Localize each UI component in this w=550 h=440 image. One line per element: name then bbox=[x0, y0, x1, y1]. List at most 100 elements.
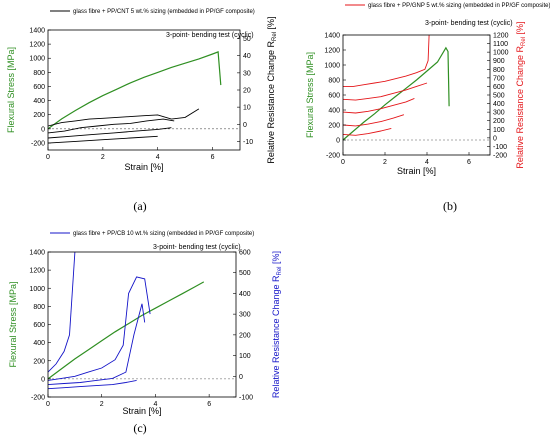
y-tick-label: 400 bbox=[33, 340, 45, 347]
y2-tick-label: 800 bbox=[493, 67, 505, 74]
series-line-3 bbox=[342, 82, 428, 101]
x-axis-label: Strain [%] bbox=[397, 166, 436, 176]
y2-tick-label: -100 bbox=[239, 395, 253, 402]
annotation: 3-point- bending test (cyclic) bbox=[166, 32, 254, 39]
x-axis-label: Strain [%] bbox=[122, 406, 161, 416]
y-tick-label: 1400 bbox=[29, 28, 45, 35]
y-axis-label: Flexural Stress [MPa] bbox=[8, 281, 18, 367]
series-line-1 bbox=[47, 281, 205, 380]
x-tick-label: 6 bbox=[207, 401, 211, 408]
series-line-6 bbox=[342, 127, 392, 136]
plot-frame bbox=[47, 251, 237, 398]
y-tick-label: 0 bbox=[336, 138, 340, 145]
x-tick-label: 0 bbox=[46, 154, 50, 161]
y2-tick-label: 700 bbox=[493, 75, 505, 82]
y-tick-label: 400 bbox=[328, 108, 340, 115]
series-line-4 bbox=[342, 97, 415, 114]
series-line-1 bbox=[342, 46, 450, 141]
y2-tick-label: -100 bbox=[493, 144, 507, 151]
y2-tick-label: 200 bbox=[493, 118, 505, 125]
y2-tick-label: 0 bbox=[239, 374, 243, 381]
annotation: 3-point- bending test (cyclic) bbox=[425, 20, 513, 27]
x-tick-label: 4 bbox=[425, 159, 429, 166]
y-tick-label: 0 bbox=[41, 376, 45, 383]
series-line-5 bbox=[47, 379, 137, 390]
y-tick-label: -200 bbox=[31, 140, 45, 147]
y-tick-label: 1200 bbox=[29, 42, 45, 49]
x-tick-label: 0 bbox=[341, 159, 345, 166]
y-tick-label: 1200 bbox=[29, 268, 45, 275]
y2-tick-label: 30 bbox=[243, 70, 251, 77]
y-tick-label: 1000 bbox=[29, 56, 45, 63]
y2-label-main: Relative Resistance Change R bbox=[271, 275, 281, 398]
y2-axis-label: Relative Resistance Change RRel [%] bbox=[271, 251, 283, 398]
y2-tick-label: 0 bbox=[493, 135, 497, 142]
x-tick-label: 2 bbox=[383, 159, 387, 166]
y-tick-label: 200 bbox=[33, 358, 45, 365]
y2-tick-label: 100 bbox=[493, 127, 505, 134]
x-tick-label: 4 bbox=[156, 154, 160, 161]
series-line-5 bbox=[342, 114, 405, 127]
y2-label-unit: [%] bbox=[515, 21, 525, 37]
y-tick-label: 800 bbox=[33, 304, 45, 311]
chart-panel-3: glass fibre + PP/CB 10 wt.% sizing (embe… bbox=[8, 231, 283, 435]
y2-label-main: Relative Resistance Change R bbox=[515, 45, 525, 168]
legend-label: glass fibre + PP/GNP 5 wt.% sizing (embe… bbox=[368, 3, 550, 9]
y2-tick-label: 500 bbox=[239, 270, 251, 277]
y-tick-label: 1000 bbox=[324, 63, 340, 70]
plot-frame bbox=[47, 29, 241, 151]
y-tick-label: 600 bbox=[33, 322, 45, 329]
x-tick-label: 6 bbox=[211, 154, 215, 161]
y-tick-label: 1400 bbox=[29, 250, 45, 257]
y-tick-label: 400 bbox=[33, 98, 45, 105]
y2-tick-label: 600 bbox=[239, 250, 251, 257]
y-tick-label: 600 bbox=[33, 84, 45, 91]
y-tick-label: 0 bbox=[41, 126, 45, 133]
y2-tick-label: -200 bbox=[493, 153, 507, 160]
y2-tick-label: 50 bbox=[243, 36, 251, 43]
y-tick-label: 1000 bbox=[29, 286, 45, 293]
series-line-2 bbox=[47, 108, 200, 127]
y2-label-sub: Rel bbox=[272, 32, 278, 41]
y-tick-label: 1400 bbox=[324, 33, 340, 40]
y-tick-label: 800 bbox=[328, 78, 340, 85]
x-tick-label: 2 bbox=[100, 401, 104, 408]
y2-label-unit: [%] bbox=[266, 16, 276, 32]
y2-tick-label: 1000 bbox=[493, 50, 509, 57]
y2-axis-label: Relative Resistance Change RRel [%] bbox=[266, 16, 278, 163]
series-line-1 bbox=[47, 51, 222, 130]
series-line-4 bbox=[47, 303, 146, 386]
y2-tick-label: 600 bbox=[493, 84, 505, 91]
annotation: 3-point- bending test (cyclic) bbox=[153, 244, 241, 251]
plot-frame bbox=[342, 34, 491, 156]
y-tick-label: 800 bbox=[33, 70, 45, 77]
x-tick-label: 2 bbox=[101, 154, 105, 161]
panel-caption: (b) bbox=[443, 199, 457, 213]
series-line-3 bbox=[47, 118, 175, 134]
x-tick-label: 4 bbox=[153, 401, 157, 408]
y2-tick-label: 300 bbox=[239, 312, 251, 319]
y2-tick-label: 1200 bbox=[493, 33, 509, 40]
y-tick-label: 600 bbox=[328, 93, 340, 100]
y2-tick-label: 900 bbox=[493, 58, 505, 65]
y2-tick-label: 1100 bbox=[493, 41, 508, 48]
y-tick-label: -200 bbox=[31, 395, 45, 402]
series-line-4 bbox=[47, 127, 172, 139]
y-tick-label: 1200 bbox=[324, 48, 340, 55]
y2-tick-label: 500 bbox=[493, 93, 505, 100]
y-axis-label: Flexural Stress [MPa] bbox=[6, 47, 16, 133]
y2-tick-label: 200 bbox=[239, 332, 251, 339]
y2-label-unit: [%] bbox=[271, 251, 281, 267]
y2-label-sub: Rel bbox=[277, 266, 283, 275]
y2-tick-label: 100 bbox=[239, 353, 251, 360]
y-tick-label: 200 bbox=[33, 112, 45, 119]
x-axis-label: Strain [%] bbox=[124, 162, 163, 172]
series-line-2 bbox=[47, 251, 76, 373]
y2-tick-label: 400 bbox=[239, 291, 251, 298]
y-tick-label: -200 bbox=[326, 153, 340, 160]
y2-label-sub: Rel bbox=[521, 37, 527, 46]
y2-tick-label: 20 bbox=[243, 88, 251, 95]
x-tick-label: 6 bbox=[467, 159, 471, 166]
chart-panel-2: glass fibre + PP/GNP 5 wt.% sizing (embe… bbox=[305, 3, 550, 213]
y2-axis-label: Relative Resistance Change RRel [%] bbox=[515, 21, 527, 168]
